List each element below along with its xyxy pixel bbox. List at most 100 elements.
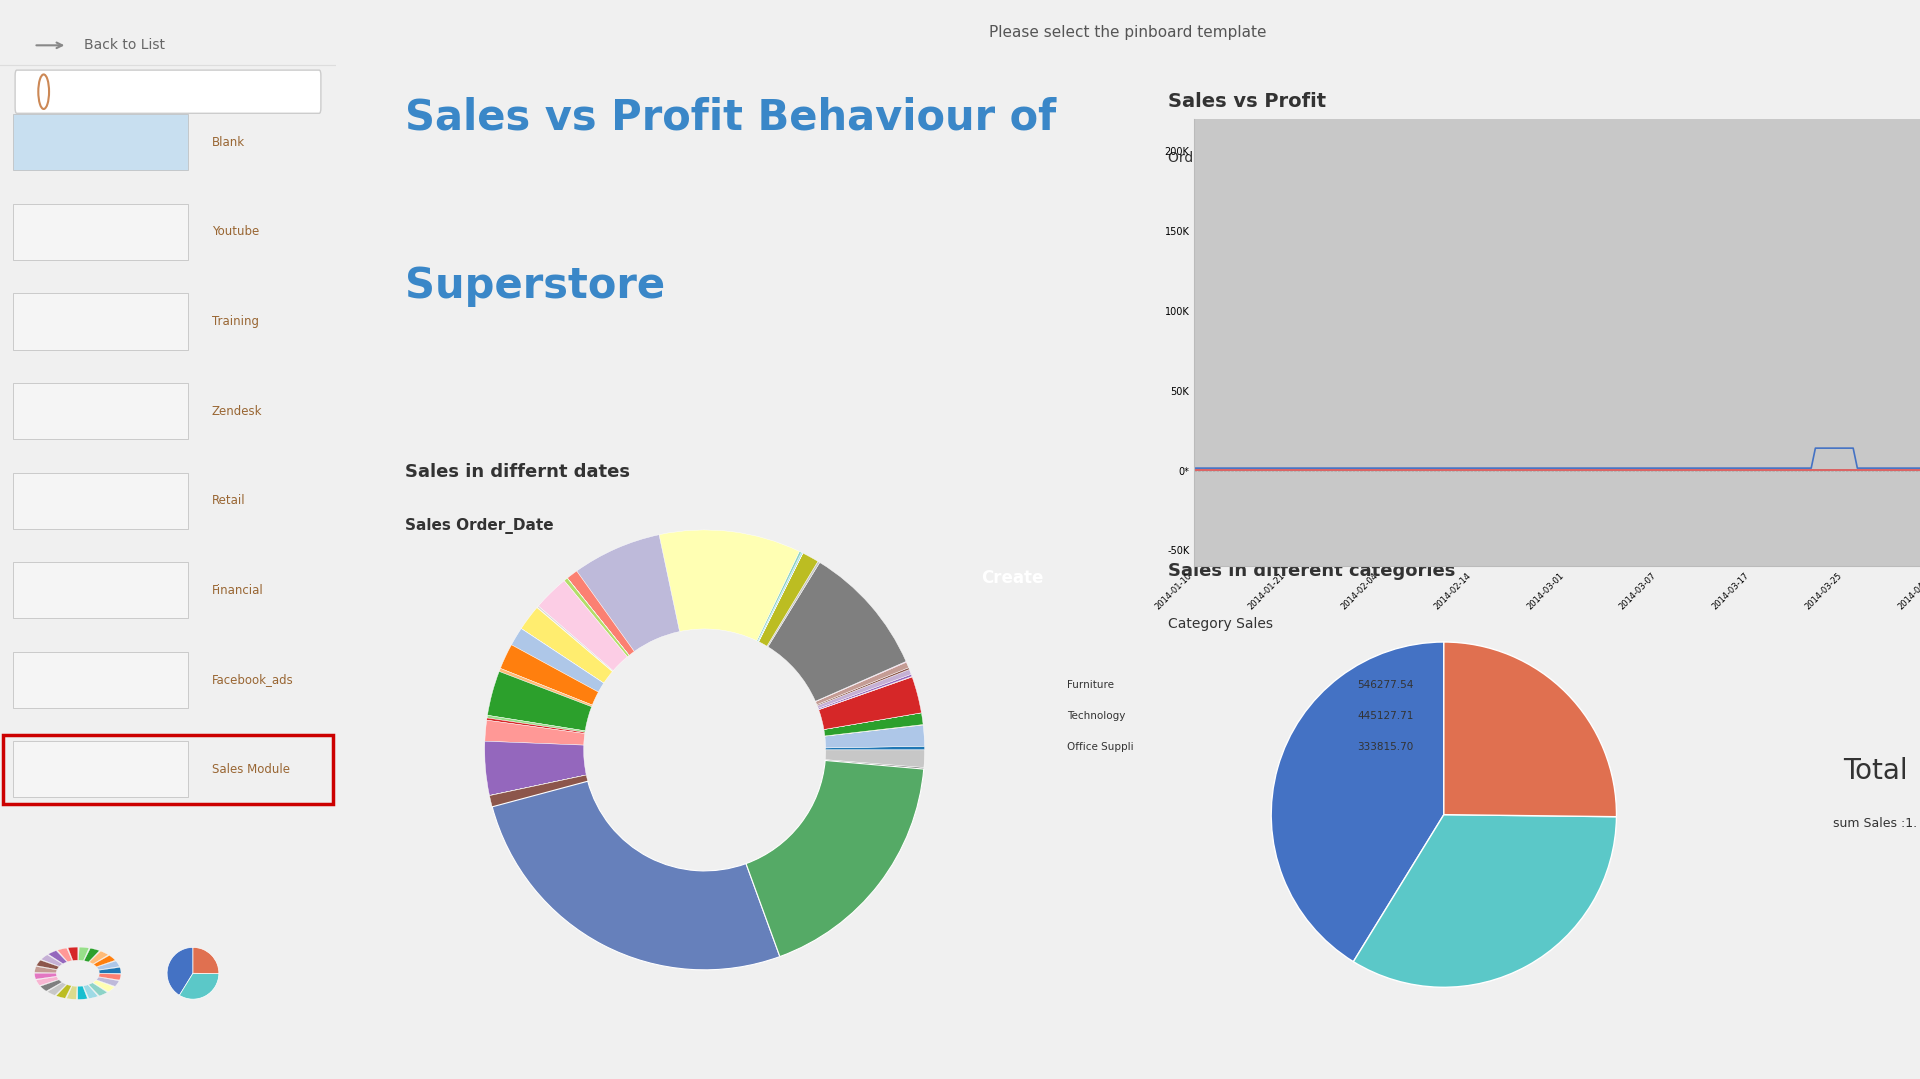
Wedge shape	[538, 581, 628, 671]
Text: Back to List: Back to List	[84, 39, 165, 52]
Text: Youtube: Youtube	[211, 226, 259, 238]
Wedge shape	[622, 862, 666, 958]
Wedge shape	[818, 674, 912, 710]
Text: Please select the pinboard template: Please select the pinboard template	[989, 25, 1267, 40]
Wedge shape	[36, 960, 60, 969]
Wedge shape	[758, 554, 803, 642]
Wedge shape	[826, 725, 924, 736]
FancyBboxPatch shape	[13, 383, 188, 439]
FancyBboxPatch shape	[13, 741, 188, 797]
Text: Financial: Financial	[211, 584, 263, 597]
Wedge shape	[799, 825, 877, 889]
Wedge shape	[88, 983, 108, 996]
Text: Training: Training	[211, 315, 259, 328]
Wedge shape	[538, 606, 612, 671]
Wedge shape	[167, 947, 192, 995]
Wedge shape	[659, 530, 799, 641]
Wedge shape	[766, 561, 820, 646]
Text: Sales vs Profit Behaviour of: Sales vs Profit Behaviour of	[405, 97, 1056, 138]
Wedge shape	[511, 807, 618, 905]
Wedge shape	[94, 955, 115, 967]
Wedge shape	[1354, 815, 1617, 987]
Wedge shape	[758, 554, 818, 646]
Text: 546277.54: 546277.54	[1357, 680, 1413, 691]
Wedge shape	[77, 986, 88, 999]
Wedge shape	[733, 868, 756, 964]
Wedge shape	[79, 947, 88, 960]
Wedge shape	[824, 773, 922, 795]
Wedge shape	[826, 764, 924, 776]
Text: Retail: Retail	[211, 494, 246, 507]
Wedge shape	[753, 830, 870, 951]
Wedge shape	[799, 822, 881, 887]
Wedge shape	[83, 985, 98, 998]
Text: 445127.71: 445127.71	[1357, 711, 1413, 721]
Wedge shape	[824, 764, 924, 778]
Wedge shape	[747, 761, 924, 957]
Wedge shape	[511, 629, 603, 692]
Wedge shape	[40, 955, 63, 967]
Wedge shape	[484, 741, 586, 795]
FancyBboxPatch shape	[13, 473, 188, 529]
Circle shape	[1025, 702, 1052, 730]
Wedge shape	[768, 562, 906, 701]
Text: Technology: Technology	[1068, 711, 1125, 721]
Wedge shape	[509, 806, 597, 853]
Wedge shape	[505, 802, 597, 851]
Wedge shape	[732, 868, 756, 965]
Text: Sales Module: Sales Module	[211, 763, 290, 776]
Wedge shape	[751, 862, 789, 953]
Wedge shape	[40, 980, 61, 992]
Wedge shape	[490, 775, 589, 819]
Wedge shape	[820, 783, 916, 811]
Text: Furniture: Furniture	[1068, 680, 1114, 691]
Wedge shape	[35, 973, 58, 979]
Text: Create: Create	[981, 570, 1043, 587]
Wedge shape	[566, 578, 630, 655]
Wedge shape	[555, 838, 659, 954]
FancyBboxPatch shape	[13, 652, 188, 708]
Wedge shape	[96, 961, 119, 970]
Wedge shape	[824, 775, 920, 796]
FancyBboxPatch shape	[13, 293, 188, 350]
Wedge shape	[499, 668, 591, 707]
Wedge shape	[826, 750, 925, 767]
Wedge shape	[520, 629, 603, 683]
Text: Sales in different categories: Sales in different categories	[1169, 562, 1455, 581]
Wedge shape	[795, 827, 876, 896]
Wedge shape	[96, 978, 119, 986]
Wedge shape	[824, 713, 922, 729]
Wedge shape	[714, 868, 753, 969]
Wedge shape	[566, 571, 634, 655]
Wedge shape	[98, 968, 121, 973]
Text: Sales in differnt dates: Sales in differnt dates	[405, 463, 630, 481]
Wedge shape	[538, 607, 612, 671]
Wedge shape	[35, 967, 58, 973]
Wedge shape	[824, 765, 924, 791]
Wedge shape	[98, 973, 121, 980]
Text: Sales vs Profit: Sales vs Profit	[1169, 92, 1327, 111]
Wedge shape	[564, 578, 630, 657]
Wedge shape	[486, 720, 586, 746]
Wedge shape	[826, 747, 925, 750]
Text: Superstore: Superstore	[405, 265, 666, 308]
Wedge shape	[48, 951, 67, 964]
Wedge shape	[509, 806, 597, 851]
Wedge shape	[490, 775, 586, 795]
Wedge shape	[1271, 642, 1444, 961]
Wedge shape	[495, 788, 595, 844]
Wedge shape	[58, 948, 73, 961]
Text: Total: Total	[1843, 757, 1908, 786]
Wedge shape	[826, 760, 924, 776]
Wedge shape	[538, 607, 612, 671]
Wedge shape	[636, 864, 684, 967]
Wedge shape	[486, 718, 586, 734]
Wedge shape	[36, 976, 60, 985]
Text: Sales Order_Date: Sales Order_Date	[405, 518, 553, 534]
Wedge shape	[664, 869, 722, 970]
Wedge shape	[192, 947, 219, 973]
Wedge shape	[520, 607, 612, 683]
Wedge shape	[818, 677, 912, 710]
Wedge shape	[84, 948, 100, 962]
FancyBboxPatch shape	[15, 70, 321, 113]
